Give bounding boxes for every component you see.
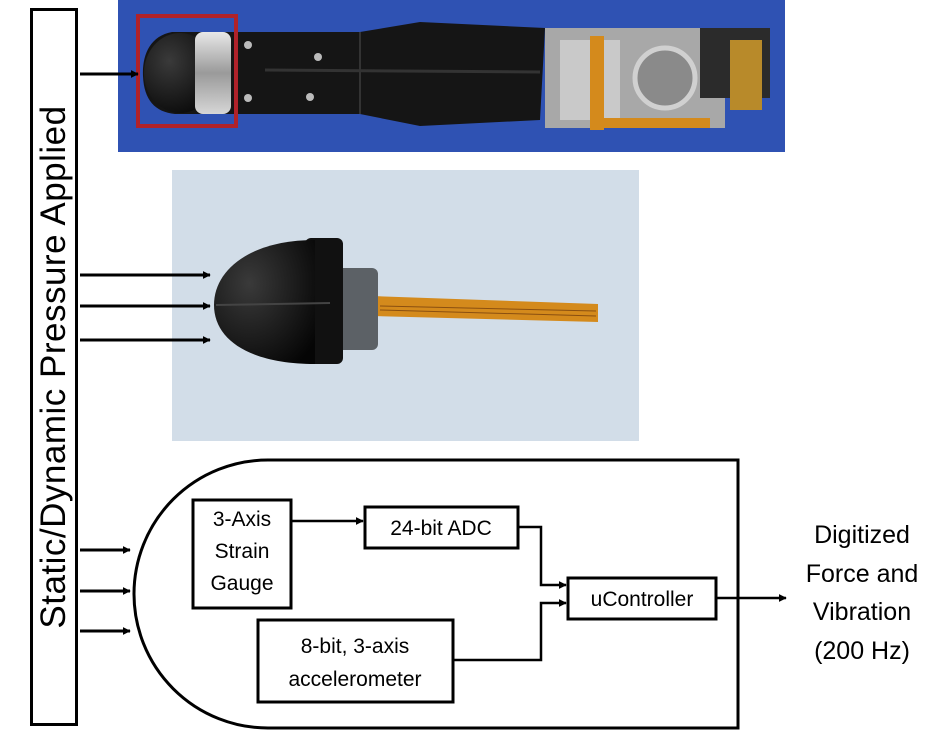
output-label-line: Force and — [806, 560, 919, 588]
connector-pins — [730, 40, 762, 110]
sensor-photo — [172, 170, 639, 441]
screw-icon — [306, 93, 314, 101]
flex-cable — [372, 296, 598, 322]
strain-gauge-line: Gauge — [210, 572, 273, 595]
output-label-line: (200 Hz) — [814, 637, 910, 665]
strain-gauge-block — [191, 498, 293, 610]
screw-icon — [244, 41, 252, 49]
strain-gauge-line: 3-Axis — [213, 508, 271, 531]
flex-cable — [590, 36, 604, 130]
accelerometer-block — [256, 618, 455, 704]
metal-ring — [195, 32, 231, 114]
controller-label: uController — [591, 588, 694, 611]
connector-arrow — [518, 525, 567, 589]
adc-block — [363, 505, 520, 550]
accelerometer-line: 8-bit, 3-axis — [301, 635, 410, 658]
screw-icon — [314, 53, 322, 61]
finger-body — [142, 22, 545, 126]
controller-block — [566, 576, 718, 621]
output-label-line: Vibration — [813, 598, 911, 626]
sensor-dome — [214, 240, 315, 364]
output-label-line: Digitized — [814, 521, 910, 549]
connector-arrow — [453, 599, 567, 662]
accelerometer-line: accelerometer — [288, 668, 421, 691]
adc-label: 24-bit ADC — [390, 517, 492, 540]
finger-photo — [118, 0, 785, 152]
strain-gauge-line: Strain — [215, 540, 270, 563]
vertical-label-box — [30, 8, 78, 726]
screw-icon — [244, 94, 252, 102]
